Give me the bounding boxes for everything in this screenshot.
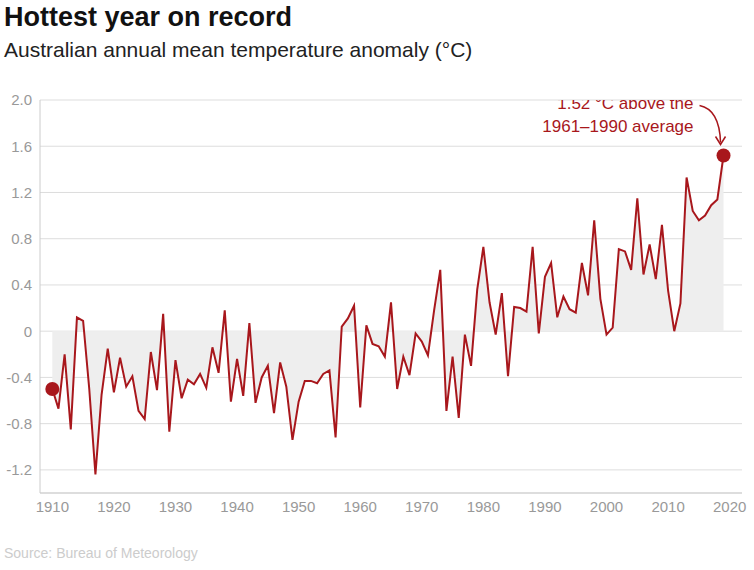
svg-text:2.0: 2.0 bbox=[11, 91, 32, 108]
svg-text:1980: 1980 bbox=[467, 498, 500, 515]
svg-text:2020: 2020 bbox=[713, 498, 746, 515]
svg-text:-1.2: -1.2 bbox=[8, 461, 32, 478]
svg-text:2000: 2000 bbox=[590, 498, 623, 515]
svg-text:1950: 1950 bbox=[282, 498, 315, 515]
svg-text:1.6: 1.6 bbox=[11, 138, 32, 155]
svg-text:-0.4: -0.4 bbox=[8, 369, 32, 386]
svg-text:1960: 1960 bbox=[344, 498, 377, 515]
svg-text:0: 0 bbox=[24, 323, 32, 340]
svg-text:1990: 1990 bbox=[528, 498, 561, 515]
html-text:Hottest year on record: Hottest year on record bbox=[4, 2, 293, 32]
html-text:Source: Bureau of Meteorology: Source: Bureau of Meteorology bbox=[4, 545, 198, 561]
svg-text:1961–1990 average: 1961–1990 average bbox=[542, 117, 693, 136]
svg-text:2010: 2010 bbox=[651, 498, 684, 515]
svg-text:-0.8: -0.8 bbox=[8, 415, 32, 432]
svg-text:0.8: 0.8 bbox=[11, 230, 32, 247]
svg-text:1930: 1930 bbox=[159, 498, 192, 515]
svg-text:1.52 °C above the: 1.52 °C above the bbox=[557, 100, 693, 113]
svg-text:0.4: 0.4 bbox=[11, 276, 32, 293]
svg-text:1970: 1970 bbox=[405, 498, 438, 515]
svg-text:1.2: 1.2 bbox=[11, 184, 32, 201]
svg-text:1920: 1920 bbox=[97, 498, 130, 515]
html-text:Australian annual mean tempera: Australian annual mean temperature anoma… bbox=[4, 38, 473, 61]
svg-text:1940: 1940 bbox=[220, 498, 253, 515]
svg-text:1910: 1910 bbox=[36, 498, 69, 515]
